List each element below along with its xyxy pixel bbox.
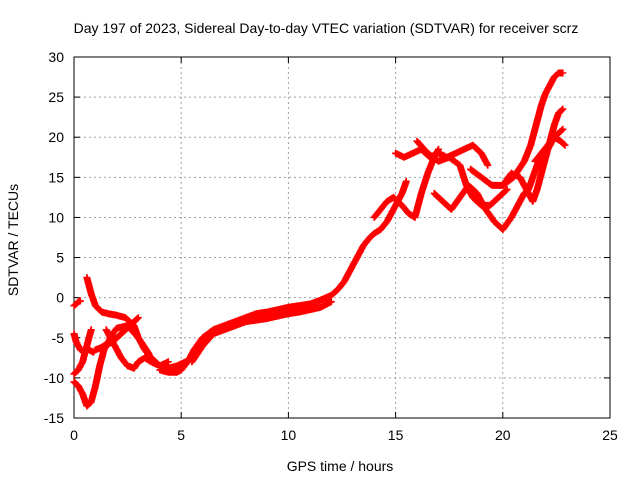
x-tick-label: 15 — [388, 427, 404, 443]
series-track-9 — [370, 145, 442, 221]
point-markers — [370, 145, 442, 221]
point-markers — [70, 297, 84, 310]
x-tick-labels: 0 5 10 15 20 25 — [70, 427, 618, 443]
x-tick-label: 0 — [70, 427, 78, 443]
series-track-10 — [392, 141, 492, 169]
x-tick-label: 5 — [177, 427, 185, 443]
series-track-7 — [156, 177, 410, 376]
point-markers — [70, 326, 95, 378]
series-track-4 — [70, 326, 95, 378]
x-tick-label: 20 — [495, 427, 511, 443]
y-tick-label: -5 — [52, 330, 65, 346]
x-axis-label: GPS time / hours — [287, 458, 394, 474]
series-track-1 — [70, 297, 84, 310]
point-markers — [156, 177, 410, 376]
point-markers — [430, 125, 567, 233]
y-tick-label: 0 — [56, 290, 64, 306]
series-track-15 — [531, 133, 569, 165]
data-points — [70, 69, 569, 410]
series-track-6 — [102, 326, 172, 372]
series-track-12 — [430, 125, 567, 233]
y-tick-label: 30 — [48, 49, 64, 65]
y-tick-label: 20 — [48, 129, 64, 145]
y-tick-labels: -15 -10 -5 0 5 10 15 20 25 30 — [44, 49, 64, 426]
y-axis-label: SDTVAR / TECUs — [5, 184, 21, 296]
x-tick-label: 10 — [281, 427, 297, 443]
y-tick-label: -10 — [44, 370, 64, 386]
point-markers — [188, 298, 335, 366]
series-track-8 — [188, 298, 335, 366]
y-tick-label: 25 — [48, 89, 64, 105]
x-tick-label: 25 — [602, 427, 618, 443]
y-tick-label: 10 — [48, 209, 64, 225]
y-tick-label: 5 — [56, 250, 64, 266]
y-tick-label: 15 — [48, 169, 64, 185]
y-tick-label: -15 — [44, 410, 64, 426]
point-markers — [531, 133, 569, 165]
plot-frame — [73, 56, 611, 419]
chart-title: Day 197 of 2023, Sidereal Day-to-day VTE… — [74, 20, 579, 36]
point-markers — [392, 141, 492, 169]
point-markers — [102, 326, 172, 372]
